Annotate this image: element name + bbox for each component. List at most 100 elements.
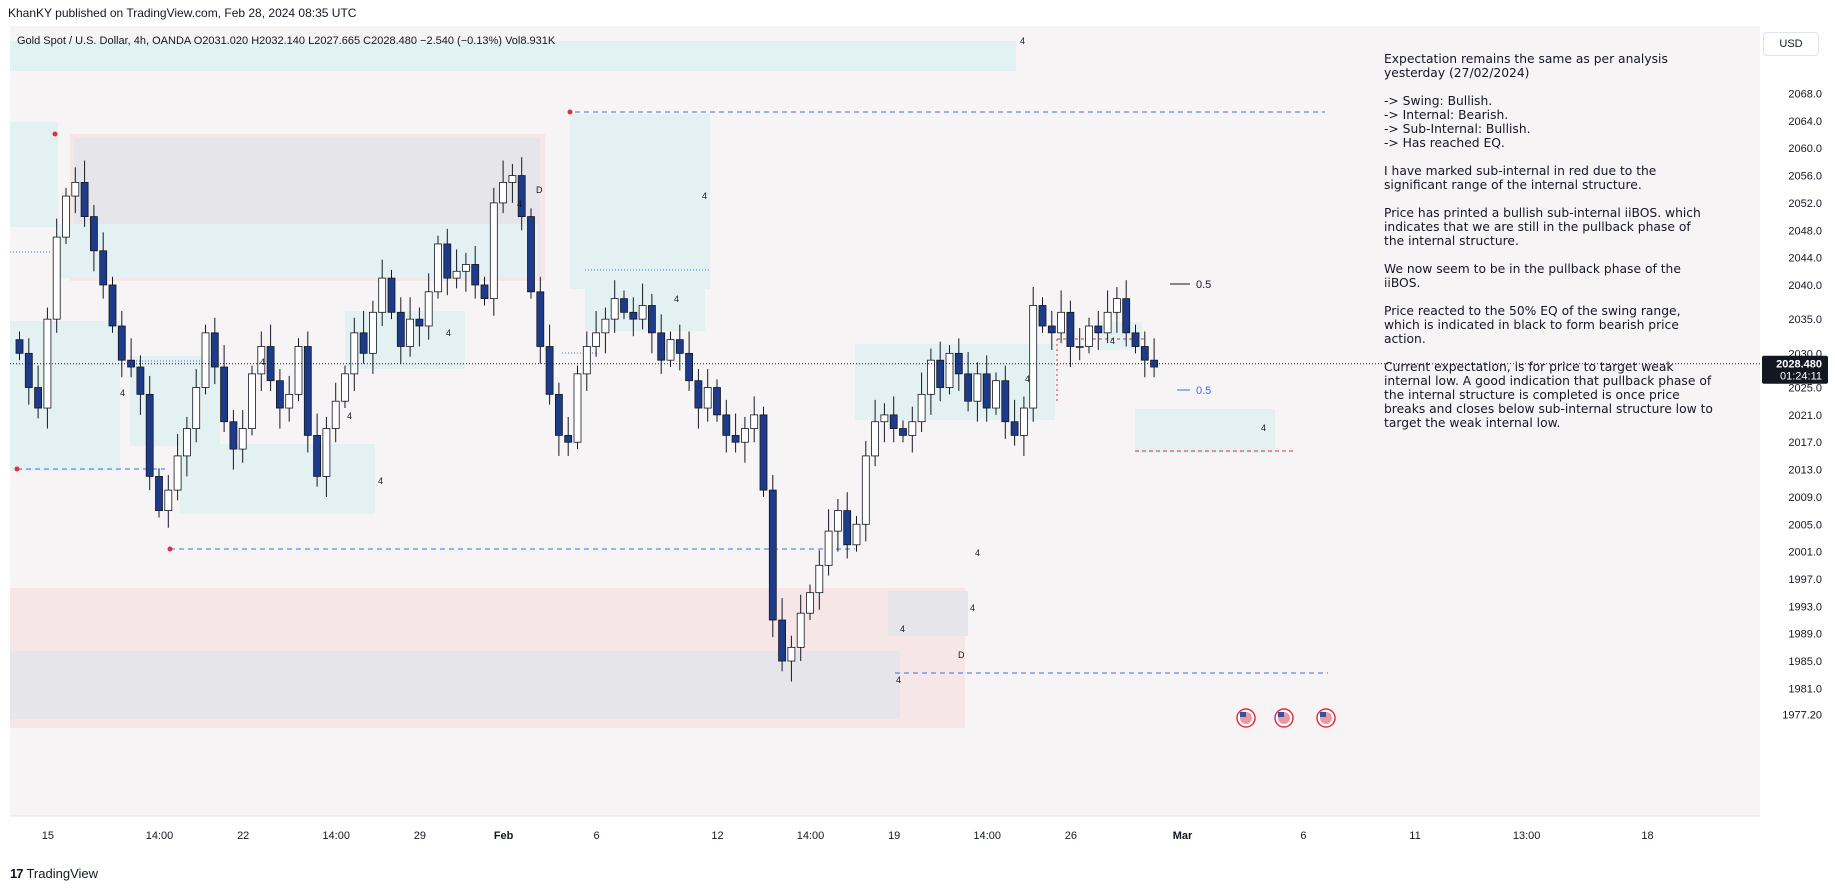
candle-body-up (378, 277, 387, 313)
tradingview-logo[interactable]: 17 TradingView (10, 866, 98, 881)
candle-body-up (1057, 311, 1065, 334)
zone-d (10, 321, 120, 471)
candle-body-down (1038, 305, 1047, 327)
candle-body-down (34, 387, 43, 409)
swing-marker (52, 131, 58, 137)
x-tick-label: 6 (594, 830, 600, 842)
chart-frame: 4 4 4 4 4 4 4 4 4 4 4 4 4 4 4 4 D D 2068.0 2064.0 2060.0 205… (10, 26, 1830, 856)
time-axis[interactable]: 15 14:00 22 14:00 29 Feb 6 12 14:00 19 14:00 26 Mar 6… (10, 815, 1760, 856)
candle (1075, 328, 1084, 361)
note-paragraph: We now seem to be in the pullback phase … (1384, 262, 1681, 290)
candle (341, 365, 349, 409)
zone-tag: 4 (1020, 36, 1025, 46)
candle-body-up (341, 373, 349, 402)
economic-events[interactable] (1236, 708, 1336, 728)
candle (610, 280, 619, 333)
y-tick-label: 2044.0 (1788, 253, 1822, 265)
candle-body-up (182, 428, 191, 457)
x-tick-label: 29 (414, 830, 426, 842)
candle-body-down (1122, 298, 1131, 334)
candle-body-down (387, 277, 396, 313)
candle-body-down (1010, 421, 1019, 436)
candle (1140, 331, 1149, 378)
candle (834, 498, 842, 552)
candle-body-down (220, 366, 229, 423)
candle (1038, 297, 1047, 333)
candle (778, 598, 786, 672)
candle (796, 594, 805, 662)
candle (173, 434, 182, 501)
candle-body-down (555, 393, 563, 436)
y-tick-label: 2013.0 (1788, 465, 1822, 477)
candle (741, 416, 749, 463)
candle (592, 310, 600, 357)
candle (1122, 280, 1131, 347)
x-tick-label: 12 (711, 830, 723, 842)
candle-body-up (424, 291, 433, 327)
y-tick-label: 2040.0 (1788, 280, 1822, 292)
candle-body-up (322, 428, 331, 477)
candle-body-up (1103, 311, 1112, 334)
us-flag-event-icon[interactable] (1236, 708, 1256, 728)
candle-body-down (313, 434, 322, 477)
candle (285, 375, 294, 422)
note-bullet: -> Sub-Internal: Bullish. (1384, 122, 1531, 136)
note-paragraph: Price has printed a bullish sub-internal… (1384, 206, 1701, 248)
candle-body-up (368, 311, 377, 354)
us-flag-event-icon[interactable] (1274, 708, 1294, 728)
zone-tags: 4 4 4 4 4 4 4 4 4 4 4 4 4 4 4 4 D D (120, 36, 1266, 685)
candle-body-down (443, 243, 452, 279)
y-tick-label: 2021.0 (1788, 410, 1822, 422)
low-value: L2027.665 (308, 35, 361, 47)
candle (90, 204, 98, 272)
candle (694, 369, 703, 429)
us-flag-event-icon[interactable] (1316, 708, 1336, 728)
price-axis[interactable]: 2068.0 2064.0 2060.0 2056.0 2052.0 2048.0 2044… (1760, 26, 1830, 856)
candle (396, 297, 405, 364)
candle-body-down (90, 216, 98, 252)
last-price-badge (1762, 355, 1828, 384)
candle-body-down (759, 414, 768, 491)
candle-body-up (861, 455, 870, 525)
zone-tag: 4 (517, 199, 522, 209)
candle-body-down (545, 346, 554, 395)
symbol-legend[interactable]: Gold Spot / U.S. Dollar, 4h, OANDA O2031… (17, 35, 555, 47)
candle-body-down (359, 332, 368, 354)
candle (973, 362, 982, 422)
candle-body-up (880, 414, 889, 423)
price-chart[interactable]: 4 4 4 4 4 4 4 4 4 4 4 4 4 4 4 4 D D 2068.0 2064.0 2060.0 205… (10, 26, 1830, 856)
candle (601, 307, 610, 354)
candle (582, 331, 591, 391)
candle (899, 420, 907, 443)
candle (1085, 317, 1093, 354)
candle-body-up (489, 202, 498, 300)
y-tick-label: 2005.0 (1788, 519, 1822, 531)
currency-button[interactable]: USD (1763, 32, 1819, 56)
candle (1103, 290, 1112, 344)
candle (1057, 290, 1065, 344)
candle-body-up (592, 332, 600, 347)
candle-body-up (750, 414, 759, 429)
candle (313, 413, 322, 487)
candle (1066, 300, 1075, 368)
x-tick-label: 14:00 (146, 830, 174, 842)
candle (1131, 324, 1140, 354)
candle-body-down (889, 414, 898, 429)
candle (889, 396, 898, 443)
candle-body-down (536, 291, 545, 347)
zone-bottom-grey (10, 651, 900, 719)
candle-body-down (1047, 325, 1056, 334)
candle-body-down (778, 619, 786, 662)
x-tick-label: 19 (888, 830, 900, 842)
candle (545, 324, 554, 405)
candle-body-up (192, 387, 201, 429)
x-tick-label: 14:00 (322, 830, 350, 842)
event-flag-canton (1240, 712, 1246, 717)
candle (945, 345, 954, 395)
candle (508, 163, 517, 203)
candle (685, 331, 693, 391)
candle-body-down (80, 182, 89, 217)
zone-f (180, 444, 375, 514)
note-paragraph: Price reacted to the 50% EQ of the swing… (1384, 304, 1681, 346)
candle-body-down (694, 380, 703, 409)
